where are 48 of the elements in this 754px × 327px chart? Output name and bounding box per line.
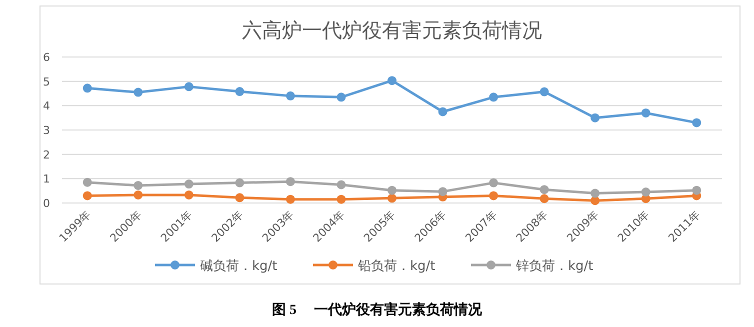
- point: [590, 188, 600, 198]
- point: [489, 178, 498, 188]
- y-tick-label: 2: [43, 148, 50, 162]
- legend-label: 铅负荷．kg/t: [357, 259, 436, 274]
- point: [641, 108, 650, 118]
- point: [388, 194, 396, 203]
- point: [388, 186, 396, 195]
- point: [438, 107, 448, 116]
- point: [388, 76, 396, 86]
- y-tick-label: 1: [43, 172, 50, 186]
- legend-label: 锌负荷．kg/t: [515, 259, 594, 274]
- point: [489, 92, 498, 102]
- point: [134, 190, 143, 200]
- point: [540, 194, 549, 204]
- point: [336, 180, 346, 190]
- point: [82, 178, 92, 187]
- point: [692, 118, 702, 128]
- point: [641, 188, 650, 197]
- point: [184, 190, 194, 200]
- point: [82, 191, 92, 200]
- point: [82, 84, 92, 93]
- chart-title: 六高炉一代炉役有害元素负荷情况: [242, 19, 542, 42]
- y-tick-label: 6: [43, 51, 50, 64]
- point: [184, 180, 194, 189]
- y-tick-label: 3: [43, 124, 50, 137]
- point: [438, 187, 448, 196]
- point: [336, 194, 346, 204]
- caption: 图 5 一代炉役有害元素负荷情况: [272, 301, 483, 318]
- point: [286, 177, 295, 186]
- y-tick-label: 0: [43, 197, 50, 210]
- point: [286, 91, 295, 100]
- point: [336, 92, 346, 102]
- point: [235, 193, 244, 202]
- y-tick-label: 4: [43, 100, 50, 113]
- point: [540, 185, 549, 194]
- y-tick-label: 5: [43, 75, 50, 88]
- point: [590, 196, 600, 206]
- point: [692, 186, 702, 195]
- point: [235, 87, 244, 96]
- point: [134, 88, 143, 97]
- point: [489, 191, 498, 200]
- point: [286, 194, 295, 204]
- point: [184, 82, 194, 92]
- point: [134, 180, 143, 190]
- point: [235, 178, 244, 188]
- legend-label: 碱负荷．kg/t: [200, 259, 278, 274]
- point: [540, 87, 549, 96]
- point: [590, 113, 600, 122]
